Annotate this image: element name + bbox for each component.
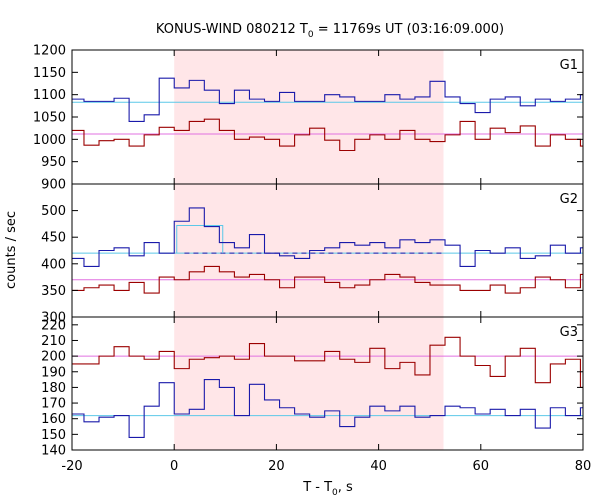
y-tick-label: 170 <box>41 397 66 412</box>
y-tick-label: 950 <box>41 155 66 170</box>
panel-g2 <box>72 184 583 317</box>
y-tick-label: 1050 <box>33 111 66 126</box>
y-tick-label: 1150 <box>33 66 66 81</box>
x-tick-label: 0 <box>170 459 178 474</box>
x-tick-label: 20 <box>268 459 285 474</box>
panel-g3 <box>72 317 583 450</box>
shaded-interval <box>174 184 444 317</box>
x-axis-title-rest: , s <box>338 480 353 495</box>
shaded-interval <box>174 317 444 450</box>
plot-area <box>72 50 583 450</box>
y-tick-label: 1000 <box>33 133 66 148</box>
chart-title-main: KONUS-WIND 080212 T <box>156 22 308 37</box>
chart-title-subscript: 0 <box>308 30 314 40</box>
y-tick-label: 150 <box>41 428 66 443</box>
x-axis-title: T - T0, s <box>302 480 353 498</box>
series-blue-histogram <box>72 379 583 439</box>
series-red-histogram <box>72 336 583 388</box>
y-tick-label: 400 <box>41 257 66 272</box>
series-blue-histogram <box>72 207 583 268</box>
shaded-interval <box>174 50 444 184</box>
x-tick-label: -20 <box>61 459 82 474</box>
y-tick-label: 140 <box>41 444 66 459</box>
y-tick-label: 200 <box>41 350 66 365</box>
x-axis-title-main: T - T <box>302 480 332 495</box>
panel-label-g1: G1 <box>560 58 578 73</box>
axes-layer: 90095010001050110011501200G1300350400450… <box>33 44 591 475</box>
y-tick-label: 350 <box>41 284 66 299</box>
chart-title: KONUS-WIND 080212 T0 = 11769s UT (03:16:… <box>156 22 504 40</box>
y-tick-label: 190 <box>41 365 66 380</box>
y-tick-label: 160 <box>41 412 66 427</box>
y-tick-label: 450 <box>41 231 66 246</box>
y-tick-label: 1200 <box>33 44 66 59</box>
y-tick-label: 1100 <box>33 88 66 103</box>
y-tick-label: 500 <box>41 204 66 219</box>
panel-label-g2: G2 <box>560 192 578 207</box>
y-tick-label: 180 <box>41 381 66 396</box>
series-blue-histogram <box>72 77 583 123</box>
panel-g1 <box>72 50 583 184</box>
y-tick-label: 300 <box>41 311 66 326</box>
y-tick-label: 900 <box>41 178 66 193</box>
chart-title-rest: = 11769s UT (03:16:09.000) <box>314 22 504 37</box>
x-tick-label: 80 <box>575 459 592 474</box>
panel-frame-g3 <box>71 316 584 451</box>
y-tick-label: 210 <box>41 334 66 349</box>
peak-box <box>176 224 224 254</box>
x-axis-title-subscript: 0 <box>332 488 338 498</box>
x-tick-label: 40 <box>370 459 387 474</box>
panel-label-g3: G3 <box>560 325 578 340</box>
series-red-histogram <box>72 265 583 294</box>
y-axis-title: counts / sec <box>4 211 19 289</box>
x-tick-label: 60 <box>473 459 490 474</box>
series-red-histogram <box>72 118 583 152</box>
y-tick-label: 220 <box>41 318 66 333</box>
